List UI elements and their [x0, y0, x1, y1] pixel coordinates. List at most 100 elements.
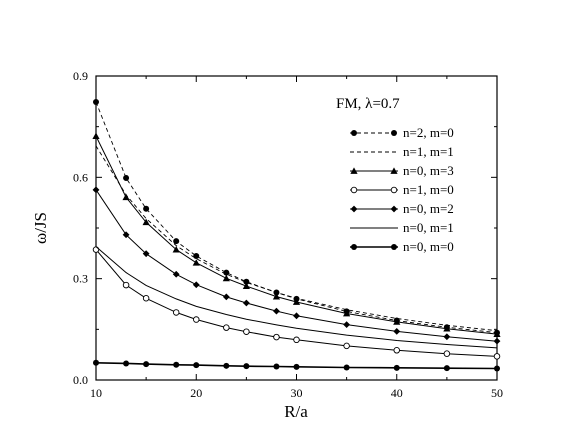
chart-annotation: FM, λ=0.7: [336, 96, 400, 112]
legend-item: n=0, m=0: [350, 239, 454, 254]
data-point: [173, 361, 180, 368]
data-point: [273, 363, 280, 370]
data-point: [92, 186, 100, 194]
legend-marker: [350, 205, 358, 213]
data-point: [493, 337, 501, 345]
legend-label: n=1, m=0: [403, 182, 454, 197]
data-point: [223, 362, 230, 369]
legend-marker: [391, 244, 397, 250]
data-point: [172, 246, 180, 253]
data-point: [93, 359, 99, 366]
y-axis-title: ω/JS: [31, 212, 50, 244]
legend-label: n=0, m=3: [403, 163, 454, 178]
data-point: [494, 365, 500, 372]
series-6: [95, 246, 498, 349]
series-line: [95, 246, 498, 349]
data-point: [143, 361, 150, 368]
data-point: [223, 324, 230, 331]
data-point: [493, 353, 501, 360]
y-tick-label: 0.9: [73, 69, 88, 83]
data-point: [393, 364, 400, 371]
data-point: [443, 350, 451, 357]
data-point: [142, 218, 150, 226]
data-point: [142, 295, 150, 302]
data-point: [293, 336, 300, 344]
data-point: [393, 327, 401, 335]
data-point: [443, 325, 451, 332]
legend-label: n=0, m=1: [403, 220, 454, 235]
data-point: [242, 299, 250, 307]
data-point: [443, 365, 450, 372]
data-point: [292, 298, 301, 305]
data-point: [393, 347, 401, 354]
data-point: [142, 250, 150, 258]
data-point: [122, 281, 130, 289]
series-7: [93, 359, 500, 372]
data-point: [393, 318, 401, 325]
data-point: [243, 328, 250, 335]
data-point: [343, 364, 350, 371]
y-tick-label: 0.6: [73, 170, 88, 184]
x-tick-label: 30: [291, 386, 303, 400]
legend-item: n=0, m=2: [350, 201, 454, 216]
series-4: [92, 246, 501, 360]
data-point: [243, 363, 250, 370]
data-point: [273, 307, 280, 315]
data-point: [293, 363, 300, 370]
legend-marker: [390, 205, 398, 213]
data-point: [92, 132, 100, 140]
y-tick-label: 0.3: [73, 272, 88, 286]
legend-item: n=0, m=1: [350, 220, 454, 235]
data-point: [172, 309, 180, 316]
legend-marker: [350, 167, 358, 174]
data-point: [343, 309, 351, 317]
data-point: [343, 321, 351, 329]
legend-label: n=1, m=1: [403, 144, 454, 159]
legend-item: n=1, m=1: [350, 144, 454, 159]
legend-label: n=0, m=0: [403, 239, 454, 254]
data-point: [193, 253, 200, 260]
legend-marker: [390, 186, 398, 194]
legend-marker: [390, 167, 398, 174]
data-point: [123, 360, 130, 367]
axis-ticks: 10 20 30 40 50 0.0 0.3 0.6 0.9: [73, 69, 503, 400]
series-5: [92, 186, 501, 345]
legend-item: n=1, m=0: [350, 182, 454, 197]
series-layer: [92, 99, 501, 372]
series-3: [92, 132, 501, 337]
data-point: [172, 270, 180, 278]
legend-label: n=0, m=2: [403, 201, 454, 216]
data-point: [223, 269, 230, 276]
data-point: [143, 205, 150, 212]
data-point: [272, 292, 281, 300]
data-point: [293, 312, 300, 320]
legend-marker: [351, 130, 357, 136]
data-point: [193, 362, 200, 369]
data-point: [343, 342, 350, 350]
legend-marker: [351, 244, 357, 250]
data-point: [242, 282, 250, 289]
y-tick-label: 0.0: [73, 373, 88, 387]
data-point: [192, 281, 200, 289]
data-point: [93, 99, 99, 106]
x-axis-title: R/a: [284, 402, 308, 421]
data-point: [192, 259, 200, 266]
x-tick-label: 20: [190, 386, 202, 400]
legend-label: n=2, m=0: [403, 125, 454, 140]
data-point: [173, 238, 180, 245]
x-tick-label: 50: [491, 386, 503, 400]
legend-item: n=0, m=3: [350, 163, 454, 178]
data-point: [192, 316, 200, 323]
legend-marker: [391, 130, 397, 136]
data-point: [122, 231, 130, 239]
data-point: [123, 175, 130, 182]
legend-marker: [350, 186, 358, 194]
data-point: [222, 274, 230, 282]
data-point: [443, 333, 451, 341]
legend-item: n=2, m=0: [350, 125, 454, 140]
data-point: [122, 193, 130, 201]
data-point: [493, 330, 501, 337]
x-tick-label: 10: [90, 386, 102, 400]
x-tick-label: 40: [391, 386, 403, 400]
